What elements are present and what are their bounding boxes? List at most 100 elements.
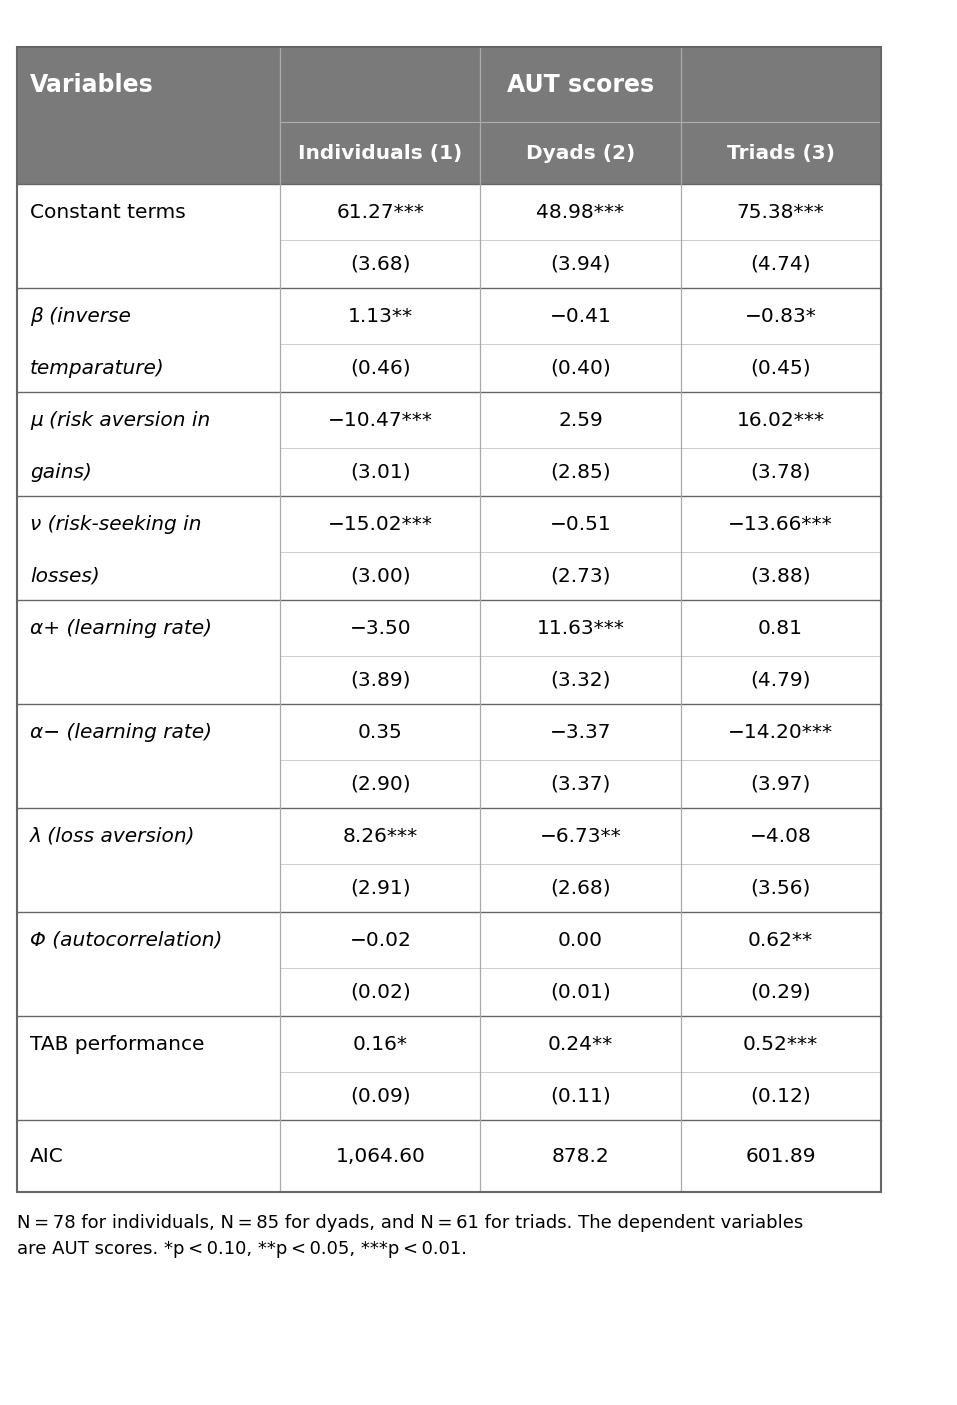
Text: 0.52***: 0.52*** — [743, 1034, 818, 1054]
Text: 0.16*: 0.16* — [353, 1034, 408, 1054]
Text: λ (loss aversion): λ (loss aversion) — [30, 826, 195, 846]
Text: (2.73): (2.73) — [550, 566, 611, 586]
Text: −0.51: −0.51 — [549, 514, 612, 534]
Bar — [17, 704, 880, 760]
Text: 75.38***: 75.38*** — [737, 202, 825, 222]
Text: (3.89): (3.89) — [350, 670, 411, 690]
Text: −10.47***: −10.47*** — [328, 410, 433, 430]
Bar — [17, 968, 880, 1016]
Text: α+ (learning rate): α+ (learning rate) — [30, 618, 212, 638]
Text: −13.66***: −13.66*** — [728, 514, 833, 534]
Text: 8.26***: 8.26*** — [343, 826, 418, 846]
Bar — [17, 864, 880, 912]
Text: (0.12): (0.12) — [750, 1086, 811, 1106]
Text: (0.11): (0.11) — [550, 1086, 611, 1106]
Bar — [17, 122, 280, 184]
Text: −6.73**: −6.73** — [540, 826, 621, 846]
Text: 1,064.60: 1,064.60 — [336, 1146, 425, 1166]
Text: N = 78 for individuals, N = 85 for dyads, and N = 61 for triads. The dependent v: N = 78 for individuals, N = 85 for dyads… — [17, 1214, 803, 1232]
Text: losses): losses) — [30, 566, 100, 586]
Text: (4.74): (4.74) — [750, 254, 811, 274]
Text: (2.90): (2.90) — [350, 774, 411, 794]
Text: (3.78): (3.78) — [750, 462, 811, 482]
Bar — [17, 760, 880, 808]
Bar — [480, 122, 680, 184]
Bar — [17, 552, 880, 600]
Bar — [17, 1016, 880, 1072]
Text: (3.68): (3.68) — [350, 254, 411, 274]
Text: β (inverse: β (inverse — [30, 306, 131, 326]
Text: temparature): temparature) — [30, 358, 165, 378]
Text: (3.01): (3.01) — [350, 462, 411, 482]
Text: (0.45): (0.45) — [750, 358, 811, 378]
Bar — [680, 122, 880, 184]
Bar — [17, 496, 880, 552]
Text: (3.88): (3.88) — [750, 566, 811, 586]
Bar — [280, 122, 480, 184]
Text: Individuals (1): Individuals (1) — [299, 143, 462, 163]
Bar — [17, 448, 880, 496]
Text: 0.81: 0.81 — [758, 618, 803, 638]
Bar — [17, 240, 880, 288]
Text: (4.79): (4.79) — [750, 670, 811, 690]
Bar — [17, 392, 880, 448]
Bar — [17, 344, 880, 392]
Text: 601.89: 601.89 — [746, 1146, 815, 1166]
Text: (0.01): (0.01) — [550, 982, 611, 1002]
Text: (0.40): (0.40) — [550, 358, 611, 378]
Text: are AUT scores. *p < 0.10, **p < 0.05, ***p < 0.01.: are AUT scores. *p < 0.10, **p < 0.05, *… — [17, 1241, 467, 1257]
Bar — [17, 912, 880, 968]
Text: Φ (autocorrelation): Φ (autocorrelation) — [30, 930, 222, 950]
Text: (2.85): (2.85) — [550, 462, 611, 482]
Text: 61.27***: 61.27*** — [337, 202, 424, 222]
Text: (3.94): (3.94) — [550, 254, 611, 274]
Text: μ (risk aversion in: μ (risk aversion in — [30, 410, 211, 430]
Bar — [17, 808, 880, 864]
Text: 16.02***: 16.02*** — [737, 410, 825, 430]
Text: (3.32): (3.32) — [550, 670, 611, 690]
Bar — [17, 600, 880, 656]
Text: α− (learning rate): α− (learning rate) — [30, 722, 212, 742]
Text: (3.97): (3.97) — [750, 774, 811, 794]
Text: Constant terms: Constant terms — [30, 202, 186, 222]
Text: −14.20***: −14.20*** — [728, 722, 834, 742]
Text: (3.56): (3.56) — [750, 878, 811, 898]
Bar — [280, 46, 880, 122]
Text: (0.46): (0.46) — [350, 358, 411, 378]
Text: (0.09): (0.09) — [350, 1086, 411, 1106]
Text: ν (risk-seeking in: ν (risk-seeking in — [30, 514, 202, 534]
Text: Triads (3): Triads (3) — [726, 143, 835, 163]
Text: 0.00: 0.00 — [558, 930, 603, 950]
Text: (3.37): (3.37) — [550, 774, 611, 794]
Bar — [17, 1072, 880, 1120]
Text: AIC: AIC — [30, 1146, 64, 1166]
Bar — [17, 288, 880, 344]
Text: 11.63***: 11.63*** — [537, 618, 625, 638]
Text: 0.62**: 0.62** — [748, 930, 813, 950]
Text: −0.83*: −0.83* — [745, 306, 816, 326]
Text: 0.35: 0.35 — [358, 722, 403, 742]
Text: −15.02***: −15.02*** — [328, 514, 433, 534]
Text: −0.41: −0.41 — [549, 306, 612, 326]
Text: 878.2: 878.2 — [551, 1146, 610, 1166]
Text: TAB performance: TAB performance — [30, 1034, 205, 1054]
Text: −3.50: −3.50 — [349, 618, 412, 638]
Bar — [17, 184, 880, 240]
Text: Dyads (2): Dyads (2) — [525, 143, 635, 163]
Text: gains): gains) — [30, 462, 92, 482]
Text: (3.00): (3.00) — [350, 566, 411, 586]
Bar — [17, 46, 880, 1191]
Text: (2.68): (2.68) — [550, 878, 611, 898]
Text: 48.98***: 48.98*** — [537, 202, 625, 222]
Text: 2.59: 2.59 — [558, 410, 603, 430]
Bar — [17, 46, 280, 122]
Bar — [17, 656, 880, 704]
Text: AUT scores: AUT scores — [507, 73, 654, 97]
Text: −3.37: −3.37 — [549, 722, 612, 742]
Text: 1.13**: 1.13** — [347, 306, 413, 326]
Text: 0.24**: 0.24** — [547, 1034, 613, 1054]
Text: (2.91): (2.91) — [350, 878, 411, 898]
Text: (0.02): (0.02) — [350, 982, 411, 1002]
Text: Variables: Variables — [30, 73, 154, 97]
Bar — [17, 1120, 880, 1191]
